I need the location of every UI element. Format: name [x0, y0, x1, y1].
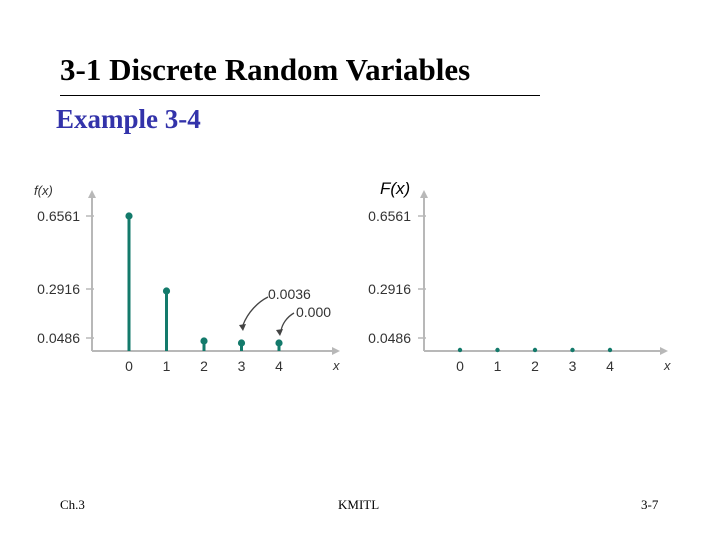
y-tick-label: 0.6561: [37, 208, 80, 224]
annotation-label: 0.0036: [268, 286, 311, 302]
stem-point: [125, 212, 133, 220]
y-tick-label: 0.2916: [368, 281, 411, 297]
y-tick-label: 0.2916: [37, 281, 80, 297]
x-tick-label: 2: [531, 358, 539, 374]
footer-institution: KMITL: [338, 497, 380, 512]
x-tick-label: 4: [275, 358, 283, 374]
y-tick-label: 0.6561: [368, 208, 411, 224]
data-point: [607, 347, 613, 353]
slide-title: 3-1 Discrete Random Variables: [60, 52, 471, 87]
x-axis-label: x: [332, 358, 340, 373]
footer-page-number: 3-7: [641, 497, 659, 512]
data-point: [457, 347, 463, 353]
annotation-arrow: [242, 296, 269, 326]
stem-point: [162, 287, 171, 295]
x-tick-label: 3: [238, 358, 246, 374]
y-axis-arrow: [420, 190, 428, 198]
data-point: [570, 347, 575, 353]
y-tick-label: 0.0486: [37, 330, 80, 346]
x-tick-label: 2: [200, 358, 208, 374]
x-tick-label: 4: [606, 358, 614, 374]
x-tick-label: 1: [163, 358, 171, 374]
annotation-arrow: [280, 312, 295, 332]
x-axis-label: x: [663, 358, 671, 373]
annotation-arrowhead: [239, 324, 246, 331]
x-tick-label: 3: [569, 358, 577, 374]
x-tick-label: 0: [456, 358, 464, 374]
footer-chapter: Ch.3: [60, 497, 85, 512]
stem-point: [275, 339, 283, 347]
x-axis-arrow: [660, 347, 668, 355]
y-axis-label: F(x): [380, 179, 410, 198]
cdf-chart: F(x) x 0.6561 0.2916 0.0486 0 1 2 3 4: [368, 179, 671, 374]
y-axis-label: f(x): [34, 183, 53, 198]
stem-point: [200, 337, 208, 345]
data-point: [532, 347, 538, 353]
x-axis-arrow: [332, 347, 340, 355]
y-axis-arrow: [88, 190, 96, 198]
data-point: [495, 347, 500, 353]
y-tick-label: 0.0486: [368, 330, 411, 346]
slide-subtitle: Example 3-4: [56, 104, 201, 134]
annotation-label: 0.000: [296, 304, 331, 320]
stem-point: [237, 339, 246, 347]
pmf-chart: f(x) x 0.6561 0.2916 0.0486 0 1 2 3 4 0.0036 0.000: [34, 183, 340, 374]
x-tick-label: 1: [494, 358, 502, 374]
annotation-arrowhead: [276, 329, 283, 336]
x-tick-label: 0: [125, 358, 133, 374]
title-divider: [60, 95, 540, 96]
